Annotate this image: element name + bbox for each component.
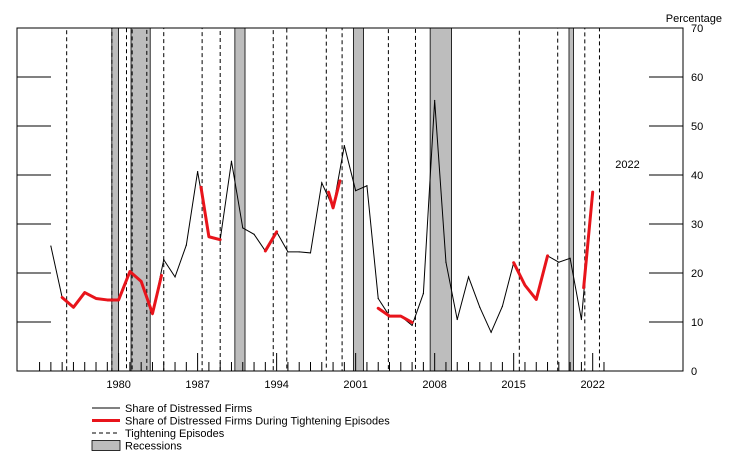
distressed-point-22 [287,251,289,253]
plot-frame [16,27,684,372]
recession-band-3 [234,27,246,372]
distressed-point-18 [242,227,244,229]
distressed-point-33 [411,324,413,327]
legend-label-1: Share of Distressed Firms [125,403,253,415]
legend-label-3: Tightening Episodes [125,428,225,440]
distressed-point-47 [569,257,571,259]
distressed-point-17 [230,160,233,162]
y-tick-label-70: 70 [691,23,703,35]
distressed-point-14 [197,170,199,173]
distressed-point-1 [50,245,52,247]
y-tick-label-30: 30 [691,219,703,231]
distressed-point-38 [467,276,470,278]
y-axis-label: Percentage [666,13,722,25]
tightening-episode-4 [201,27,221,372]
annotation-2022: 2022 [615,159,639,171]
distressed-point-19 [253,233,255,235]
tightening-segment-6 [512,254,550,301]
tightening-episode-8 [518,27,559,372]
tightening-segment-3 [263,230,279,253]
distressed-point-35 [434,99,436,102]
distressed-point-11 [163,259,165,261]
distressed-point-39 [479,306,481,308]
distressed-point-40 [490,331,492,333]
tightening-segment-4 [327,179,342,210]
distressed-point-23 [298,251,300,253]
tightening-segment-5 [376,306,414,324]
tightening-segment-7 [582,190,595,290]
x-tick-label-1980: 1980 [106,379,130,391]
y-tick-label-50: 50 [691,121,703,133]
series-layer [50,99,595,334]
recession-band-4 [352,27,364,372]
recession-band-6 [568,27,574,372]
distressed-point-37 [456,318,458,321]
distressed-point-34 [422,292,424,295]
tightening-episode-1 [66,27,113,372]
legend-swatch-4 [91,440,121,451]
axis-layer: 0 10 20 30 40 50 60 70 1980 1987 1994 2001 2008 2015 2… [17,23,703,391]
y-tick-label-40: 40 [691,170,703,182]
distressed-point-48 [580,318,583,321]
y-tick-label-20: 20 [691,268,703,280]
x-tick-label-2001: 2001 [343,379,367,391]
distressed-point-25 [321,182,323,184]
distressed-point-24 [309,252,312,254]
distressed-point-36 [445,261,447,263]
distressed-point-27 [343,145,345,147]
distressed-point-12 [174,276,176,278]
tightening-segment-2 [199,185,222,242]
distressed-point-13 [185,244,187,246]
y-tick-label-60: 60 [691,72,703,84]
distressed-point-28 [355,190,357,192]
x-tick-label-2008: 2008 [422,379,446,391]
x-tick-label-1994: 1994 [264,379,288,391]
tightening-episode-7 [387,27,416,372]
distressed-point-30 [377,297,379,300]
tightening-segment-1 [60,270,163,316]
recession-band-1 [111,27,119,372]
y-tick-label-0: 0 [691,366,697,378]
distressed-point-29 [366,185,368,187]
shading-layer [66,27,600,372]
x-tick-label-2022: 2022 [580,379,604,391]
x-tick-label-1987: 1987 [185,379,209,391]
y-tick-label-10: 10 [691,317,703,329]
x-tick-label-2015: 2015 [501,379,525,391]
tightening-episode-5 [272,27,288,372]
recession-band-2 [130,27,151,372]
legend-label-2: Share of Distressed Firms During Tighten… [125,416,390,428]
recession-band-5 [429,27,452,372]
distressed-point-46 [558,261,560,263]
distressed-point-41 [501,305,503,307]
legend-label-4: Recessions [125,441,182,453]
